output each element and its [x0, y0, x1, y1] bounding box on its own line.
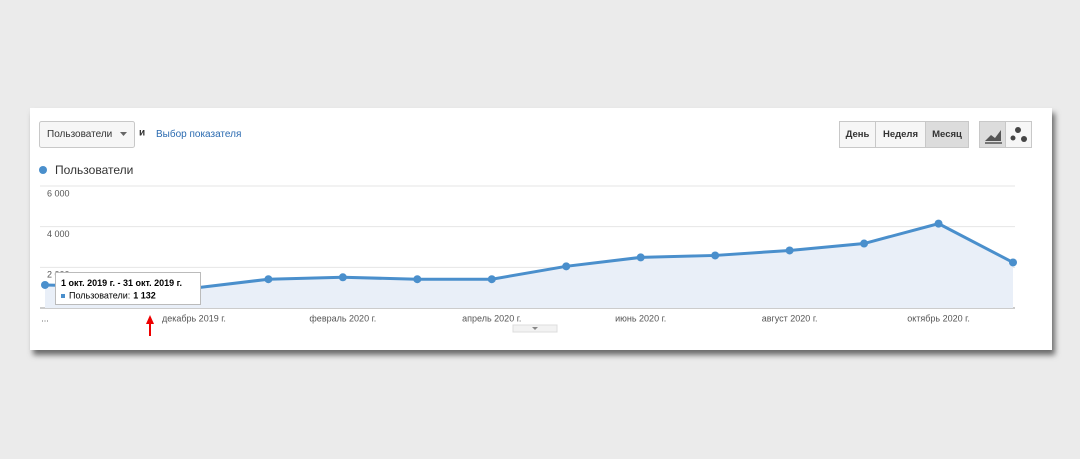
tooltip-box [55, 272, 201, 305]
period-button[interactable]: Неделя [883, 129, 918, 140]
metric-dropdown[interactable]: Пользователи [39, 121, 135, 148]
period-button[interactable]: День [846, 129, 870, 140]
point [487, 275, 496, 284]
point [860, 239, 869, 248]
y-tick-label: 4 000 [47, 229, 70, 239]
point [711, 251, 720, 260]
x-tick-label: ... [41, 313, 49, 323]
line [44, 222, 1014, 290]
x-tick-label: февраль 2020 г. [309, 313, 376, 323]
select-metric-link[interactable]: Выбор показателя [156, 128, 241, 140]
point [41, 280, 49, 289]
point [1009, 258, 1017, 267]
tooltip-label: Пользователи: [69, 291, 130, 301]
card [30, 108, 1052, 350]
x-tick-label: июнь 2020 г. [615, 313, 666, 323]
x-tick-label: апрель 2020 г. [462, 313, 521, 323]
point [785, 246, 794, 255]
button-bg [925, 121, 969, 148]
legend-label: Пользователи [55, 163, 133, 177]
tooltip: 1 окт. 2019 г. - 31 окт. 2019 г. Пользова… [55, 272, 201, 305]
dropdown-label[interactable]: Пользователи [47, 129, 112, 140]
point [934, 219, 943, 228]
point [413, 275, 422, 284]
point [636, 253, 645, 262]
tooltip-value: 1 132 [133, 291, 156, 301]
conjunction: и [139, 128, 145, 139]
point [562, 262, 571, 271]
annotation-arrow [146, 315, 154, 336]
x-tick-label: октябрь 2020 г. [907, 313, 970, 323]
tooltip-title: 1 окт. 2019 г. - 31 окт. 2019 г. [61, 278, 182, 288]
x-tick-label: декабрь 2019 г. [162, 313, 226, 323]
chart-type-buttons[interactable] [979, 121, 1032, 148]
button-bg [839, 121, 876, 148]
y-tick-label: 6 000 [47, 188, 70, 198]
point [264, 275, 273, 284]
period-button[interactable]: Месяц [932, 129, 962, 140]
point [338, 273, 347, 282]
area [45, 223, 1013, 308]
period-buttons: День Неделя Месяц [839, 121, 969, 148]
x-tick-label: август 2020 г. [762, 313, 818, 323]
legend-dot [39, 166, 47, 174]
tooltip-row: Пользователи: 1 132 [69, 291, 156, 301]
tooltip-swatch [61, 294, 65, 298]
